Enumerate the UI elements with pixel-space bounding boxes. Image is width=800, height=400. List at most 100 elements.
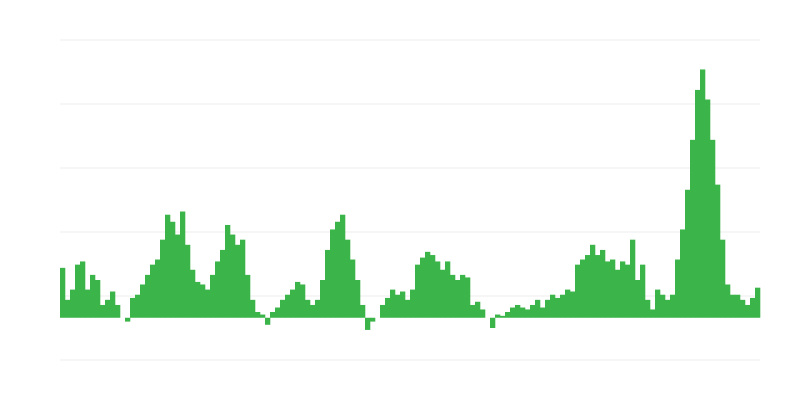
- bar: [170, 221, 176, 318]
- bar: [300, 284, 306, 318]
- bar: [155, 259, 161, 318]
- bar: [550, 294, 556, 318]
- bar: [710, 139, 716, 318]
- bar: [590, 244, 596, 318]
- bar: [540, 307, 546, 318]
- bar: [200, 284, 206, 318]
- bar: [180, 211, 186, 318]
- bar: [440, 269, 446, 318]
- bar: [310, 304, 316, 318]
- bar: [565, 289, 571, 318]
- bar: [390, 289, 396, 318]
- bar: [605, 261, 611, 318]
- bar: [70, 289, 76, 318]
- bar: [190, 269, 196, 318]
- bar: [655, 289, 661, 318]
- bar: [295, 281, 301, 318]
- bar: [255, 312, 261, 318]
- bar: [625, 264, 631, 318]
- bar: [135, 294, 141, 318]
- bar: [150, 264, 156, 318]
- bar: [465, 277, 471, 318]
- bar: [205, 289, 211, 318]
- bar: [80, 261, 86, 318]
- bar: [450, 274, 456, 318]
- bar: [415, 264, 421, 318]
- bar: [85, 289, 91, 318]
- bar: [435, 261, 441, 318]
- bar: [505, 312, 511, 318]
- bar: [480, 309, 486, 318]
- bar: [470, 304, 476, 318]
- bar: [730, 294, 736, 318]
- bar: [680, 229, 686, 318]
- bar: [110, 291, 116, 318]
- bar: [420, 257, 426, 318]
- bar: [685, 189, 691, 318]
- bar: [490, 317, 496, 328]
- bar: [140, 284, 146, 318]
- bar: [755, 287, 761, 318]
- bar: [175, 234, 181, 318]
- bar: [380, 304, 386, 318]
- bar: [630, 239, 636, 318]
- bar: [665, 299, 671, 318]
- bar: [650, 309, 656, 318]
- bar: [280, 299, 286, 318]
- bar: [455, 280, 461, 318]
- bar: [260, 314, 266, 318]
- bar: [225, 224, 231, 318]
- bar: [230, 234, 236, 318]
- bar: [620, 261, 626, 318]
- bar: [475, 301, 481, 318]
- bar: [290, 289, 296, 318]
- bar: [65, 299, 71, 318]
- bar: [330, 229, 336, 318]
- bar: [500, 315, 506, 318]
- bar: [520, 307, 526, 318]
- bar: [305, 299, 311, 318]
- bar: [405, 299, 411, 318]
- bar: [460, 274, 466, 318]
- bar: [115, 304, 121, 318]
- bar: [645, 299, 651, 318]
- bar: [60, 267, 66, 318]
- bar: [535, 299, 541, 318]
- bar: [410, 289, 416, 318]
- bar: [320, 280, 326, 318]
- bar: [275, 307, 281, 318]
- bar: [185, 244, 191, 318]
- bar: [355, 280, 361, 318]
- bar: [235, 244, 241, 318]
- bar: [105, 299, 111, 318]
- bar: [395, 294, 401, 318]
- bar: [145, 274, 151, 318]
- bar: [575, 264, 581, 318]
- bar: [640, 264, 646, 318]
- bar: [745, 304, 751, 318]
- bar: [580, 259, 586, 318]
- bar: [545, 299, 551, 318]
- bar: [735, 294, 741, 318]
- bar: [740, 299, 746, 318]
- bar: [610, 259, 616, 318]
- bar: [495, 314, 501, 318]
- bar: [445, 261, 451, 318]
- bar: [570, 291, 576, 318]
- bar: [705, 99, 711, 318]
- bar: [615, 269, 621, 318]
- bar: [425, 251, 431, 318]
- bar: [160, 239, 166, 318]
- bar: [365, 317, 371, 330]
- bar: [530, 304, 536, 318]
- bar: [240, 239, 246, 318]
- bar: [635, 280, 641, 318]
- bar: [130, 297, 136, 318]
- bar: [430, 255, 436, 318]
- bar: [585, 255, 591, 318]
- bar: [285, 294, 291, 318]
- bar: [715, 184, 721, 318]
- bar: [400, 291, 406, 318]
